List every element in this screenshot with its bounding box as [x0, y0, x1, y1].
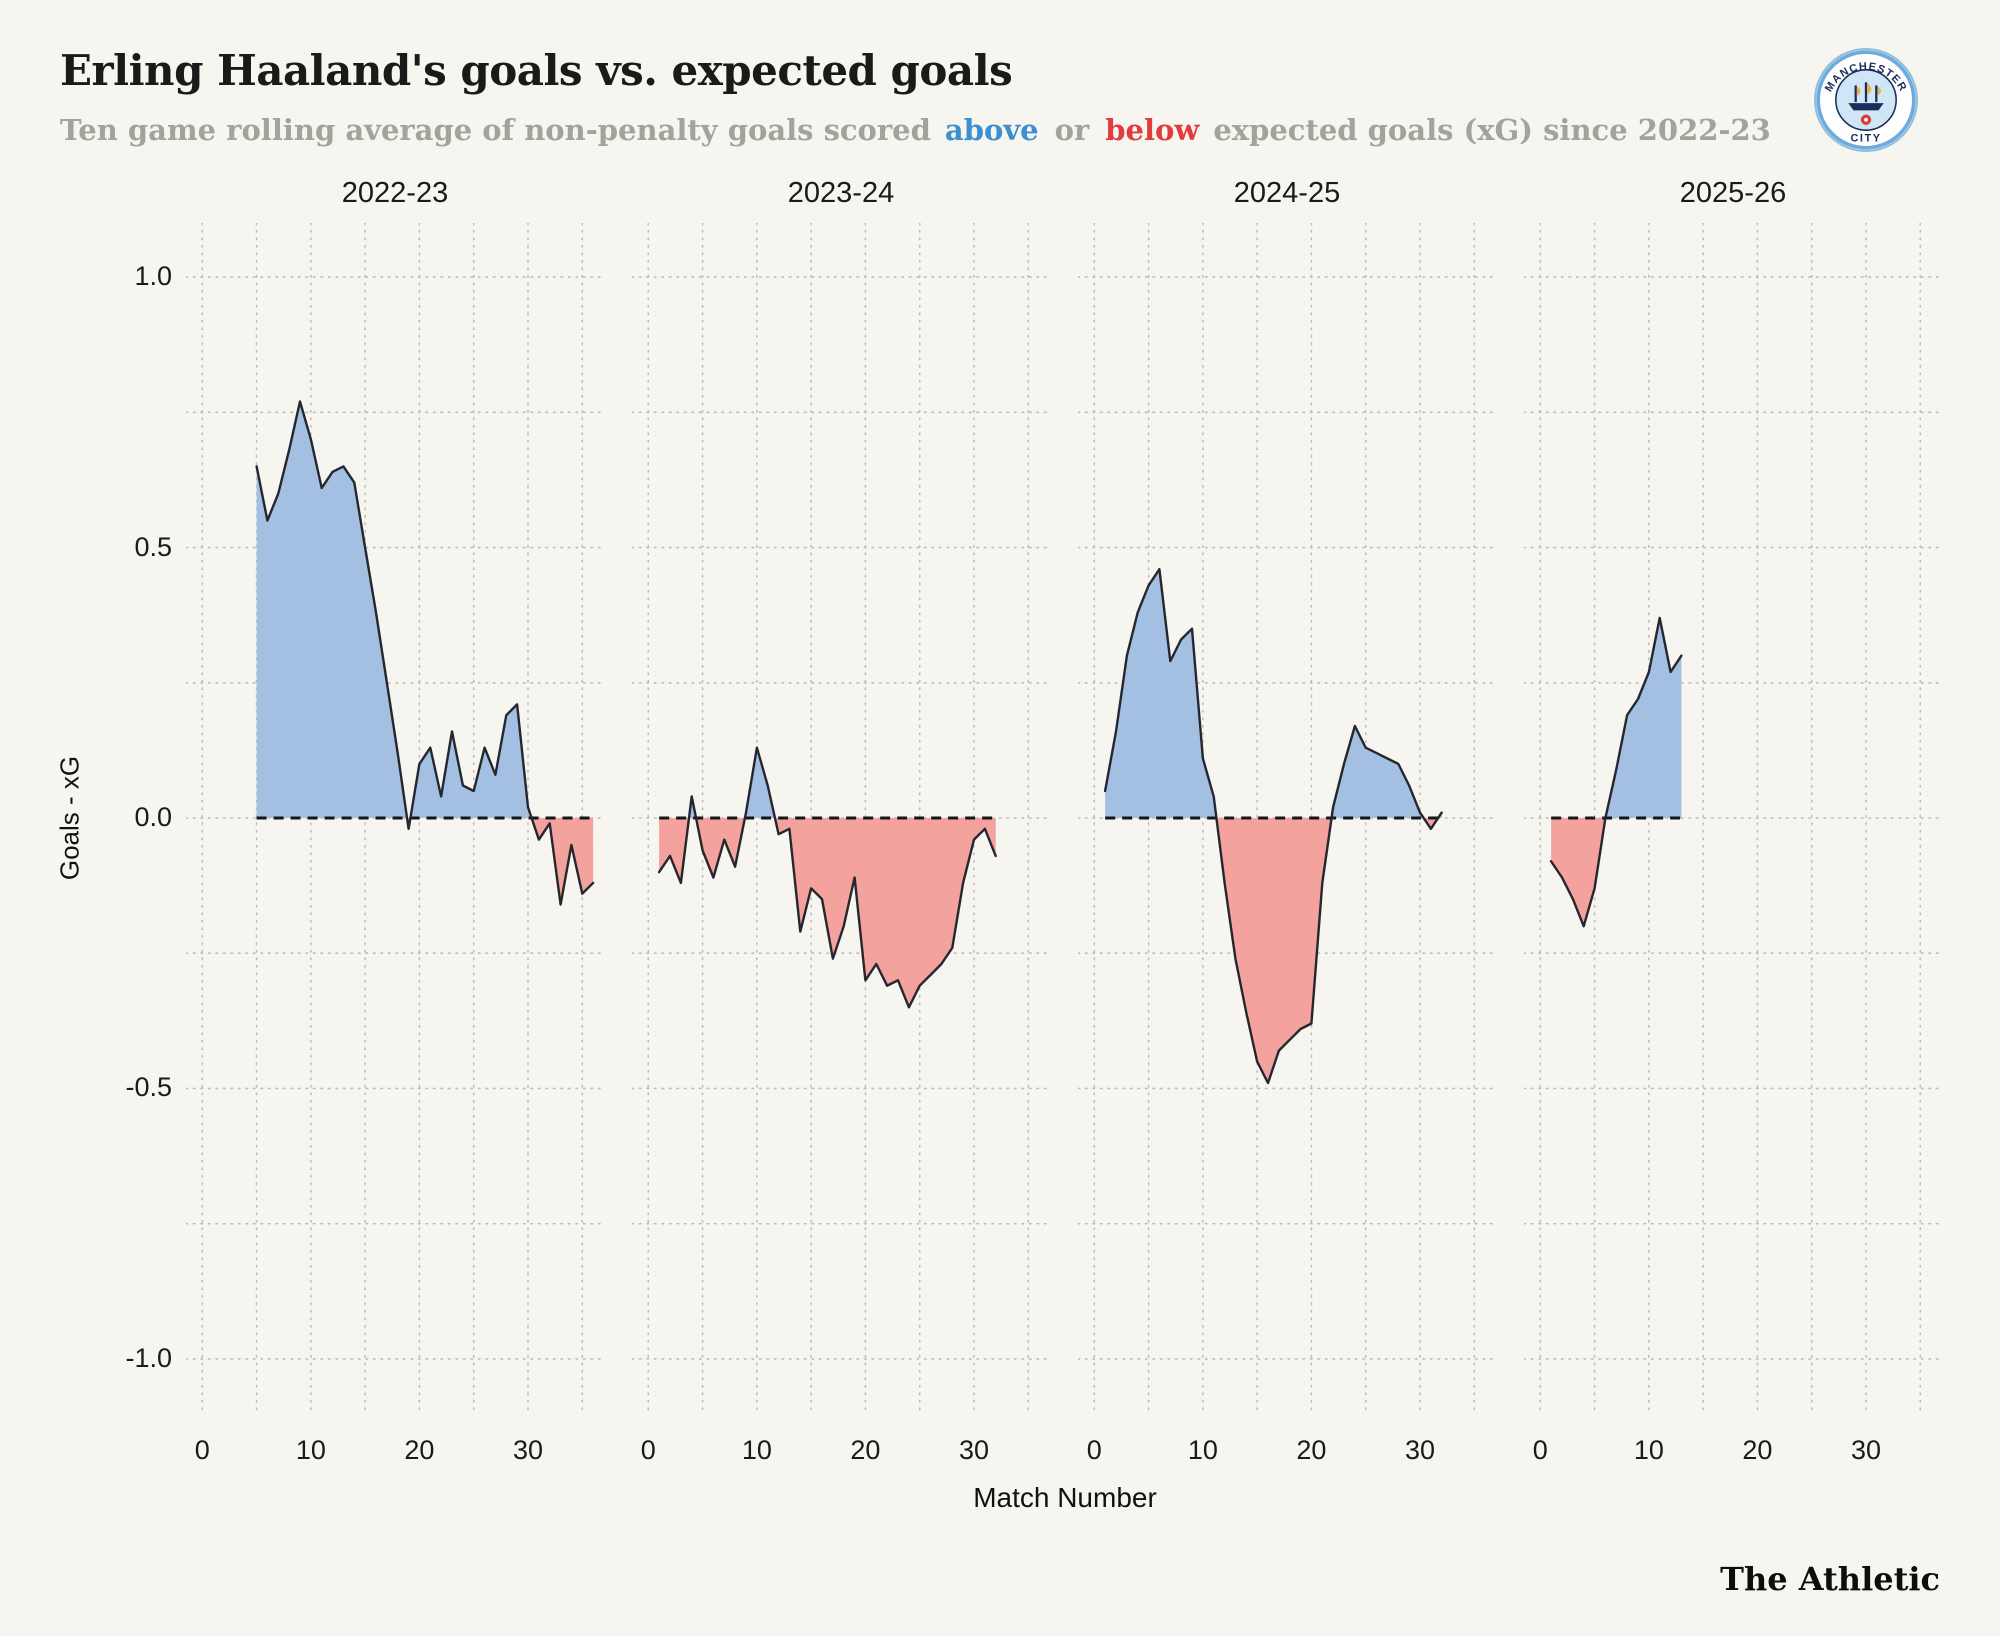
y-tick-label: 1.0 — [134, 261, 172, 292]
facet-title: 2024-25 — [1233, 177, 1341, 209]
series-line — [255, 400, 595, 906]
x-tick-label: 0 — [195, 1435, 210, 1465]
x-tick-label: 30 — [1851, 1435, 1881, 1465]
y-tick-label: 0.5 — [134, 531, 172, 562]
y-axis-title-column: Goals - xG — [54, 177, 102, 1476]
x-tick-label: 20 — [1296, 1435, 1326, 1465]
subtitle-below-word: below — [1105, 113, 1200, 147]
facet-title: 2023-24 — [787, 177, 895, 209]
header: Erling Haaland's goals vs. expected goal… — [56, 46, 1944, 152]
x-tick-label: 10 — [296, 1435, 326, 1465]
area-below-xg — [1551, 818, 1682, 927]
area-above-xg — [1551, 617, 1682, 818]
x-tick-label: 20 — [404, 1435, 434, 1465]
x-tick-label: 0 — [1533, 1435, 1548, 1465]
series-line — [1103, 568, 1443, 1085]
badge-ship-sail — [1856, 86, 1861, 96]
subtitle-prefix: Ten game rolling average of non-penalty … — [60, 113, 931, 147]
facet-title: 2022-23 — [341, 177, 449, 209]
x-tick-label: 10 — [1634, 1435, 1664, 1465]
x-tick-label: 20 — [850, 1435, 880, 1465]
y-axis-title: Goals - xG — [54, 755, 85, 881]
facet-panels: 2022-23 0 10 20 30 2023-24 0 10 20 30 2024-25 0 10 20… — [185, 177, 1944, 1476]
facet-plot: 0 10 20 30 — [185, 222, 605, 1465]
chart-subtitle: Ten game rolling average of non-penalty … — [60, 113, 1944, 147]
facet-plot: 0 10 20 30 — [631, 222, 1051, 1465]
x-tick-label: 30 — [959, 1435, 989, 1465]
facet-panel: 2025-26 0 10 20 30 — [1523, 177, 1943, 1476]
x-tick-label: 10 — [1188, 1435, 1218, 1465]
subtitle-suffix: expected goals (xG) since 2022-23 — [1213, 113, 1771, 147]
x-tick-label: 0 — [641, 1435, 656, 1465]
badge-ship-hull — [1848, 103, 1884, 111]
area-above-xg — [1105, 569, 1442, 818]
x-tick-label: 0 — [1087, 1435, 1102, 1465]
facet-plot: 0 10 20 30 — [1077, 222, 1497, 1465]
series-line — [1549, 616, 1683, 928]
brand-mark: The Athletic — [1720, 1560, 1940, 1598]
x-tick-label: 10 — [742, 1435, 772, 1465]
x-tick-label: 30 — [1405, 1435, 1435, 1465]
x-tick-label: 30 — [513, 1435, 543, 1465]
facet-plot: 0 10 20 30 — [1523, 222, 1943, 1465]
area-below-xg — [659, 818, 996, 1008]
y-tick-label: -1.0 — [125, 1342, 172, 1373]
area-above-xg — [659, 747, 996, 818]
manchester-city-badge: MANCHESTER CITY — [1814, 48, 1918, 152]
facet-panel: 2024-25 0 10 20 30 — [1077, 177, 1497, 1476]
y-tick-label: -0.5 — [125, 1072, 172, 1103]
y-tick-label: 0.0 — [134, 802, 172, 832]
y-axis-ticks: 1.0 0.5 0.0 -0.5 -1.0 — [102, 177, 186, 1476]
chart-title: Erling Haaland's goals vs. expected goal… — [60, 46, 1013, 95]
facet-title: 2025-26 — [1679, 177, 1787, 209]
subtitle-above-word: above — [944, 113, 1039, 147]
area-below-xg — [1105, 818, 1442, 1083]
badge-text-bottom: CITY — [1850, 133, 1881, 145]
subtitle-or-word: or — [1054, 113, 1090, 147]
facet-panel: 2023-24 0 10 20 30 — [631, 177, 1051, 1476]
series-line — [657, 746, 997, 1009]
x-axis-title: Match Number — [973, 1482, 1157, 1513]
x-tick-label: 20 — [1742, 1435, 1772, 1465]
facet-panel: 2022-23 0 10 20 30 — [185, 177, 605, 1476]
chart: Goals - xG 1.0 0.5 0.0 -0.5 -1.0 2022-23 0 10 2… — [54, 177, 1944, 1476]
